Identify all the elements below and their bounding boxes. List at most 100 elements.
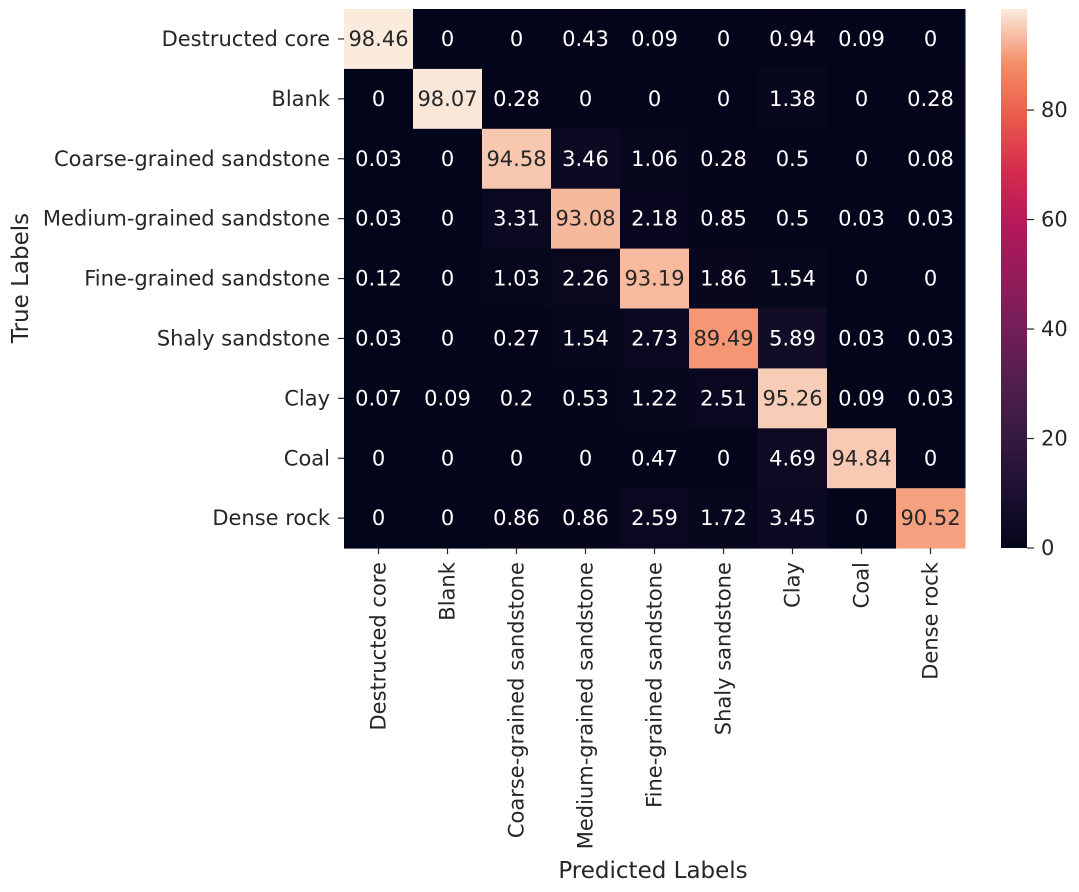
cell-value-label: 1.86 xyxy=(700,267,747,291)
heatmap-cell xyxy=(758,9,828,70)
x-axis-title: Predicted Labels xyxy=(558,858,747,884)
heatmap-cell xyxy=(896,308,966,369)
cell-value-label: 0.43 xyxy=(562,27,609,51)
heatmap-cell xyxy=(827,248,897,309)
column-labels: Destructed core Blank Coarse-grained sands… xyxy=(367,548,943,849)
row-tick-label: Fine-grained sandstone xyxy=(84,267,330,291)
heatmap-cell xyxy=(551,68,621,130)
cell-value-label: 1.06 xyxy=(631,147,678,171)
heatmap-cell xyxy=(689,128,759,190)
heatmap-cell xyxy=(413,68,483,130)
row-tick-label: Shaly sandstone xyxy=(157,326,330,350)
heatmap-cell xyxy=(551,9,621,70)
heatmap-cell xyxy=(620,428,690,489)
heatmap-cell xyxy=(689,368,759,429)
column-tick-label: Fine-grained sandstone xyxy=(643,562,667,808)
cell-value-label: 0.86 xyxy=(493,506,540,530)
cell-value-label: 0 xyxy=(441,446,454,470)
cell-value-label: 0.03 xyxy=(355,207,402,231)
cell-value-label: 0 xyxy=(441,27,454,51)
row-tick-label: Medium-grained sandstone xyxy=(43,207,330,231)
heatmap-cell xyxy=(758,428,828,489)
cell-value-label: 2.26 xyxy=(562,267,609,291)
cell-value-label: 90.52 xyxy=(900,506,960,530)
cell-value-label: 0.53 xyxy=(562,386,609,410)
heatmap-cell xyxy=(620,9,690,70)
heatmap-cell xyxy=(551,488,621,549)
heatmap-cell xyxy=(344,368,414,429)
heatmap-cell xyxy=(551,428,621,489)
heatmap-cell xyxy=(758,308,828,369)
cell-value-label: 0.09 xyxy=(631,27,678,51)
row-tick-label: Dense rock xyxy=(212,506,331,530)
cell-value-label: 89.49 xyxy=(693,326,753,350)
heatmap-cell xyxy=(689,308,759,369)
heatmap-cell xyxy=(482,68,552,130)
colorbar-tick-label: 80 xyxy=(1041,98,1068,122)
cell-value-label: 0 xyxy=(441,207,454,231)
column-tick-label: Coarse-grained sandstone xyxy=(505,562,529,838)
heatmap-cell xyxy=(827,188,897,250)
cell-value-label: 0 xyxy=(855,506,868,530)
colorbar xyxy=(1001,9,1027,548)
heatmap-cell xyxy=(482,368,552,429)
cell-value-label: 0 xyxy=(924,446,937,470)
cell-value-label: 0.03 xyxy=(907,207,954,231)
cell-value-label: 0.03 xyxy=(838,207,885,231)
cell-value-label: 0 xyxy=(855,147,868,171)
heatmap-cell xyxy=(827,9,897,70)
cell-value-label: 4.69 xyxy=(769,446,816,470)
heatmap-cell xyxy=(758,68,828,130)
heatmap-cell xyxy=(344,68,414,130)
cell-value-label: 0.5 xyxy=(776,207,809,231)
heatmap-cell xyxy=(758,248,828,309)
heatmap-cell xyxy=(827,428,897,489)
cell-value-label: 1.03 xyxy=(493,267,540,291)
heatmap-cell xyxy=(689,248,759,309)
heatmap-cell xyxy=(482,188,552,250)
cell-value-label: 1.54 xyxy=(562,326,609,350)
cell-value-label: 0 xyxy=(441,506,454,530)
cell-value-label: 0 xyxy=(372,506,385,530)
cell-value-label: 0 xyxy=(717,87,730,111)
heatmap-cells: 98.46 0 0 0.43 0.09 0 0.94 0.09 0 0 98.07 0.28 0 0 0 1.… xyxy=(344,9,966,549)
heatmap-cell xyxy=(689,188,759,250)
heatmap-cell xyxy=(482,248,552,309)
column-tick-label: Destructed core xyxy=(367,562,391,730)
heatmap-cell xyxy=(482,128,552,190)
heatmap-cell xyxy=(344,488,414,549)
column-tick-label: Blank xyxy=(436,561,460,620)
row-tick-label: Clay xyxy=(284,386,330,410)
heatmap-cell xyxy=(551,188,621,250)
cell-value-label: 0.03 xyxy=(838,326,885,350)
heatmap-cell xyxy=(344,128,414,190)
column-tick-label: Clay xyxy=(781,562,805,608)
cell-value-label: 0.28 xyxy=(700,147,747,171)
cell-value-label: 2.59 xyxy=(631,506,678,530)
colorbar-ticks: 0 20 40 60 80 xyxy=(1027,98,1068,560)
cell-value-label: 0.03 xyxy=(907,326,954,350)
heatmap-cell xyxy=(620,488,690,549)
cell-value-label: 5.89 xyxy=(769,326,816,350)
heatmap-cell xyxy=(620,368,690,429)
cell-value-label: 0.2 xyxy=(500,386,533,410)
heatmap-cell xyxy=(344,308,414,369)
cell-value-label: 1.54 xyxy=(769,267,816,291)
heatmap-cell xyxy=(413,308,483,369)
cell-value-label: 3.31 xyxy=(493,207,540,231)
heatmap-cell xyxy=(896,488,966,549)
cell-value-label: 2.18 xyxy=(631,207,678,231)
cell-value-label: 0 xyxy=(372,446,385,470)
heatmap-cell xyxy=(620,188,690,250)
heatmap-cell xyxy=(896,368,966,429)
row-tick-label: Coarse-grained sandstone xyxy=(54,147,330,171)
cell-value-label: 98.46 xyxy=(348,27,408,51)
heatmap-cell xyxy=(689,428,759,489)
colorbar-tick-label: 60 xyxy=(1041,208,1068,232)
cell-value-label: 0.08 xyxy=(907,147,954,171)
row-labels: Destructed core Blank Coarse-grained sands… xyxy=(43,27,344,530)
cell-value-label: 94.58 xyxy=(486,147,546,171)
heatmap-cell xyxy=(758,128,828,190)
cell-value-label: 0.5 xyxy=(776,147,809,171)
